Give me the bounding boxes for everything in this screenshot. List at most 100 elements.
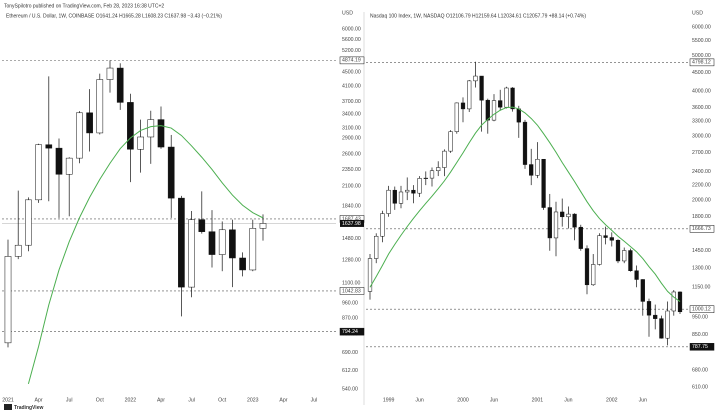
- candle-body: [547, 207, 552, 239]
- candle-body: [4, 256, 12, 344]
- candle-body: [411, 189, 416, 194]
- level-label: 4874.19: [342, 58, 361, 64]
- x-tick-label: 2000: [457, 397, 469, 403]
- candle-body: [65, 157, 73, 175]
- candle-body: [76, 112, 83, 159]
- x-tick-label: 2022: [125, 397, 137, 403]
- candle-body: [417, 178, 422, 194]
- candle-body: [485, 99, 490, 121]
- publish-header: TonySpilotro published on TradingView.co…: [4, 3, 164, 9]
- candle-body: [578, 226, 583, 249]
- x-tick-label: Jun: [490, 397, 498, 403]
- x-tick-label: 2001: [532, 397, 544, 403]
- candle-body: [116, 67, 124, 103]
- y-tick-label: 5000.00: [692, 53, 711, 59]
- x-tick-label: Jul: [188, 397, 195, 403]
- candle-body: [436, 167, 441, 172]
- moving-average: [369, 106, 681, 302]
- candle-body: [553, 211, 559, 239]
- last-price-box: [340, 219, 364, 227]
- y-tick-label: 540.00: [342, 387, 358, 393]
- y-tick-label: 4100.00: [342, 84, 361, 90]
- y-tick-label: 1480.00: [342, 236, 361, 242]
- y-tick-label: 610.00: [692, 384, 708, 390]
- y-tick-label: 1840.00: [342, 203, 361, 209]
- y-tick-label: 3700.00: [342, 99, 361, 105]
- y-tick-label: 1150.00: [692, 285, 710, 291]
- candle-body: [628, 250, 633, 271]
- candle-body: [392, 189, 397, 204]
- chart-title: Ethereum / U.S. Dollar, 1W, COINBASE O16…: [6, 13, 222, 19]
- x-tick-label: 2002: [606, 397, 618, 403]
- currency-label: USD: [342, 10, 353, 16]
- y-tick-label: 5600.00: [342, 37, 361, 43]
- x-tick-label: Apr: [157, 397, 165, 403]
- candle-body: [572, 213, 577, 228]
- y-tick-label: 1100.00: [342, 280, 360, 286]
- candle-body: [591, 264, 596, 286]
- y-tick-label: 1300.00: [692, 265, 711, 271]
- candle-body: [386, 189, 391, 214]
- level-label: 1666.73: [692, 226, 711, 232]
- candle-body: [137, 136, 144, 150]
- candle-body: [423, 177, 428, 179]
- last-price-label: 1637.98: [342, 221, 361, 227]
- candle-body: [622, 250, 627, 262]
- y-tick-label: 6000.00: [692, 25, 711, 31]
- x-tick-label: Oct: [218, 397, 227, 403]
- y-tick-label: 4500.00: [692, 70, 711, 76]
- y-tick-label: 1800.00: [692, 214, 711, 220]
- candle-body: [45, 144, 53, 149]
- y-tick-label: 2400.00: [692, 169, 711, 175]
- y-tick-label: 5500.00: [692, 38, 711, 44]
- candle-body: [229, 229, 236, 259]
- y-tick-label: 3300.00: [692, 119, 711, 125]
- y-tick-label: 2900.00: [342, 135, 361, 141]
- candle-body: [208, 231, 216, 255]
- x-tick-label: Jul: [311, 397, 318, 403]
- level-label: 787.75: [692, 344, 708, 350]
- y-tick-label: 3000.00: [692, 134, 711, 140]
- y-tick-label: 3100.00: [342, 125, 361, 131]
- candle-body: [640, 279, 645, 302]
- candle-body: [218, 229, 226, 255]
- candle-body: [560, 211, 565, 218]
- x-tick-label: Apr: [279, 397, 287, 403]
- candle-body: [504, 87, 509, 108]
- y-tick-label: 4500.00: [342, 70, 361, 76]
- candle-body: [448, 131, 453, 152]
- candle-body: [603, 235, 608, 238]
- candle-body: [198, 219, 206, 232]
- candle-body: [671, 291, 676, 312]
- y-tick-label: 2700.00: [692, 150, 711, 156]
- candle-body: [615, 239, 621, 262]
- candle-body: [584, 248, 590, 286]
- candle-body: [127, 102, 134, 150]
- candle-body: [659, 318, 664, 339]
- y-tick-label: 5200.00: [342, 48, 361, 54]
- candle-body: [86, 112, 93, 134]
- candle-body: [259, 223, 267, 229]
- y-tick-label: 680.00: [692, 367, 708, 373]
- candle-body: [106, 67, 114, 80]
- y-tick-label: 960.00: [342, 301, 358, 307]
- candle-body: [566, 213, 571, 218]
- candle-body: [677, 291, 683, 313]
- level-label: 794.24: [342, 329, 358, 335]
- candle-body: [510, 87, 515, 110]
- candle-body: [597, 235, 602, 265]
- candle-body: [380, 213, 385, 237]
- candle-body: [55, 147, 63, 175]
- y-tick-label: 2100.00: [342, 184, 361, 190]
- level-label: 1000.12: [692, 307, 711, 313]
- candle-body: [467, 80, 472, 110]
- candle-body: [374, 235, 379, 259]
- moving-average: [27, 125, 264, 385]
- candle-body: [442, 150, 447, 168]
- level-label-box: [339, 56, 365, 65]
- y-tick-label: 3600.00: [692, 105, 711, 111]
- y-tick-label: 2600.00: [342, 152, 361, 158]
- y-tick-label: 2000.00: [692, 197, 711, 203]
- y-tick-label: 2350.00: [342, 167, 361, 173]
- x-tick-label: Oct: [96, 397, 105, 403]
